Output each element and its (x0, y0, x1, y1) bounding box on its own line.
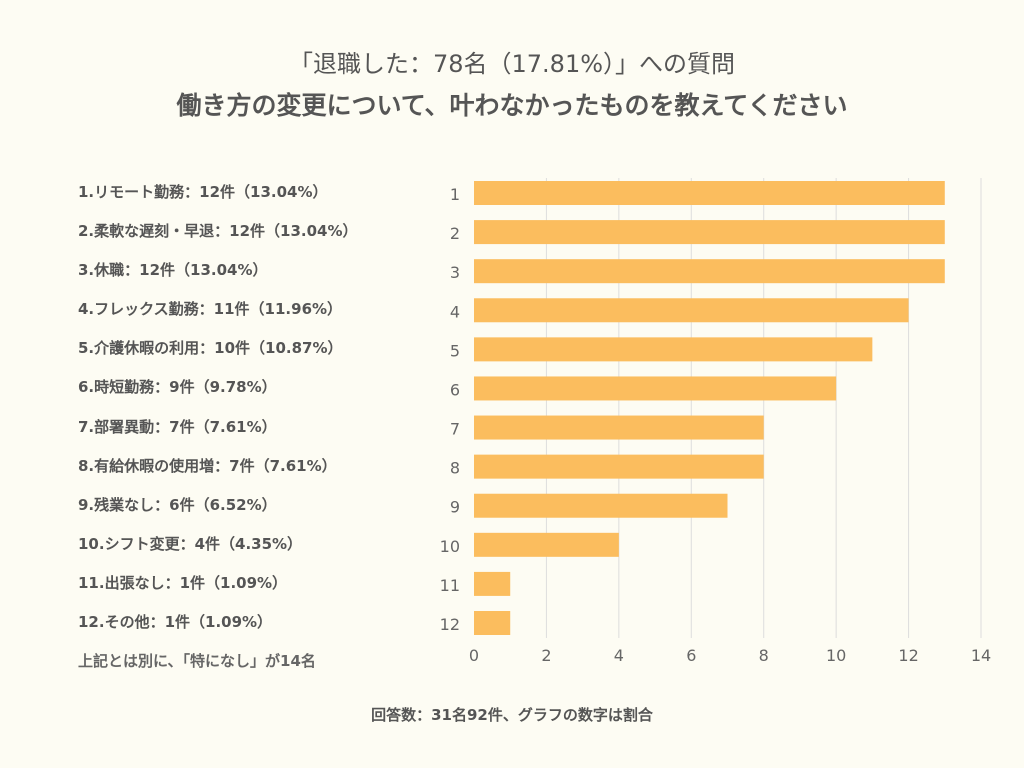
y-tick-label: 11 (440, 576, 460, 595)
chart-title-question: 「退職した：78名（17.81%）」への質問 (288, 50, 736, 78)
x-tick-label: 12 (898, 646, 918, 665)
y-tick-label: 3 (450, 263, 460, 282)
x-tick-label: 2 (541, 646, 551, 665)
y-tick-label: 6 (450, 380, 460, 399)
category-label: 10.シフト変更：4件（4.35%） (78, 534, 303, 553)
y-tick-label: 9 (450, 498, 460, 517)
category-label: 3.休職：12件（13.04%） (78, 261, 268, 280)
bar (474, 611, 511, 635)
category-label: 4.フレックス勤務：11件（11.96%） (78, 300, 343, 319)
y-tick-label: 2 (450, 224, 460, 243)
y-tick-label: 8 (450, 459, 460, 478)
category-label: 11.出張なし：1件（1.09%） (78, 573, 288, 592)
bar (474, 454, 764, 479)
x-tick-label: 4 (614, 646, 624, 665)
y-tick-label: 1 (450, 185, 460, 204)
bar (474, 376, 837, 401)
bar (474, 259, 945, 284)
x-tick-label: 6 (686, 646, 696, 665)
category-label: 2.柔軟な遅刻・早退：12件（13.04%） (78, 222, 358, 241)
y-tick-label: 5 (450, 341, 460, 360)
x-tick-label: 8 (759, 646, 769, 665)
y-tick-label: 4 (450, 302, 460, 321)
category-label: 12.その他：1件（1.09%） (78, 613, 273, 631)
y-tick-label: 10 (440, 537, 460, 556)
bar (474, 493, 728, 518)
x-tick-label: 14 (971, 646, 991, 665)
category-label: 9.残業なし：6件（6.52%） (78, 495, 277, 514)
x-tick-label: 0 (469, 646, 479, 665)
bar (474, 415, 764, 440)
bar (474, 298, 909, 323)
category-label: 5.介護休暇の利用：10件（10.87%） (78, 339, 343, 358)
bar (474, 337, 873, 362)
y-tick-label: 12 (440, 615, 460, 634)
category-label: 7.部署異動：7件（7.61%） (78, 417, 277, 436)
y-tick-label: 7 (450, 420, 460, 439)
x-tick-label: 10 (826, 646, 846, 665)
bar (474, 571, 511, 596)
category-label: 6.時短勤務：9件（9.78%） (78, 378, 277, 397)
bar (474, 181, 945, 205)
chart-title: 働き方の変更について、叶わなかったものを教えてください (176, 91, 848, 120)
footer-note: 回答数：31名92件、グラフの数字は割合 (371, 706, 653, 724)
bar (474, 220, 945, 245)
note: 上記とは別に、「特になし」が14名 (78, 652, 316, 670)
category-label: 1.リモート勤務：12件（13.04%） (78, 183, 328, 201)
category-label: 8.有給休暇の使用増：7件（7.61%） (78, 456, 337, 475)
bar (474, 532, 619, 557)
